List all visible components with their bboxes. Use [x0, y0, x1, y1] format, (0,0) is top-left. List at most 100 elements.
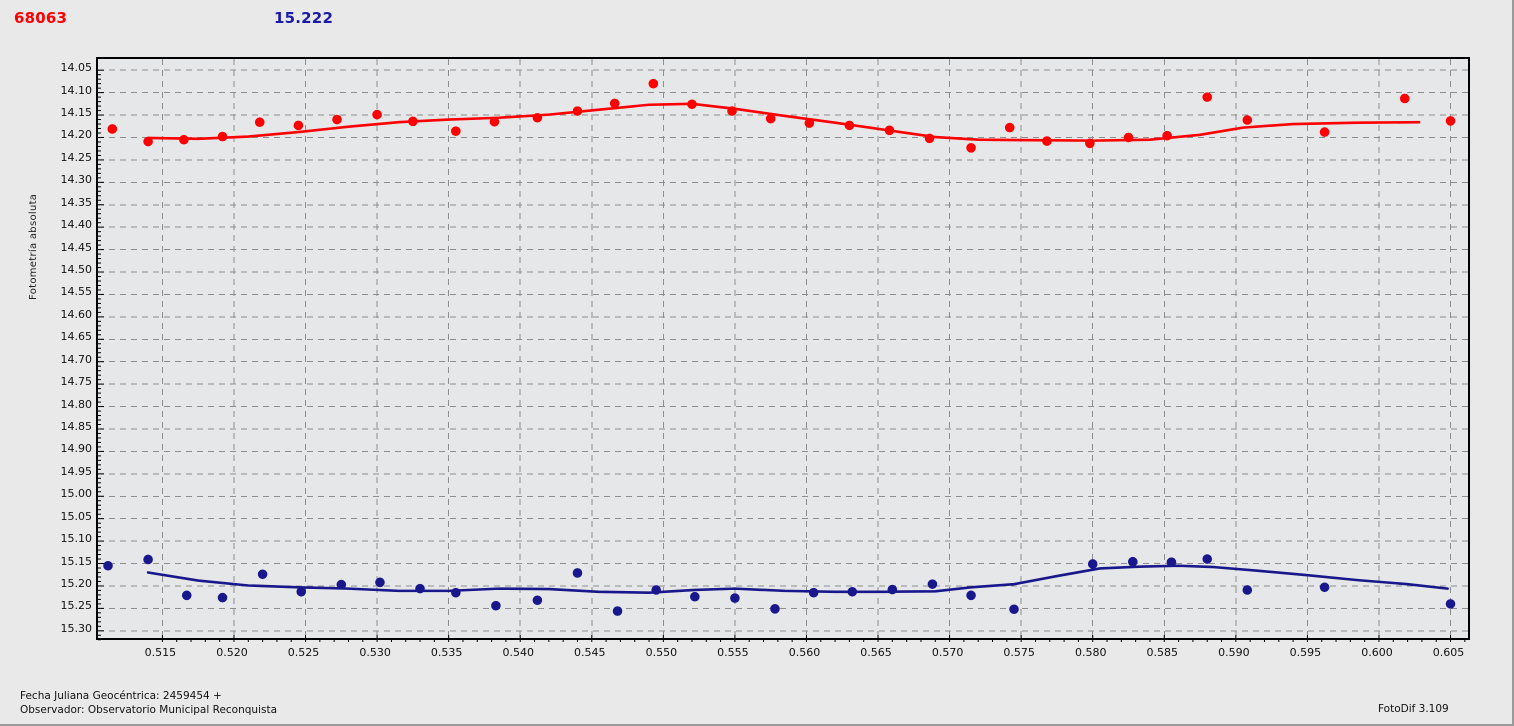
data-point [451, 126, 461, 136]
data-point [217, 131, 228, 142]
x-tick-label: 0.590 [1218, 646, 1250, 659]
y-tick-label: 15.05 [60, 509, 93, 523]
object-id-label: 68063 [14, 9, 68, 27]
data-point [332, 114, 342, 125]
y-tick-label: 14.05 [60, 61, 93, 75]
data-point [293, 120, 304, 131]
data-point [179, 134, 189, 145]
data-point [804, 118, 815, 128]
y-tick-label: 14.40 [60, 218, 93, 232]
y-tick-label: 15.25 [60, 599, 93, 613]
magnitude-label: 15.222 [274, 9, 334, 27]
data-point [1123, 132, 1134, 143]
x-tick-label: 0.520 [216, 646, 248, 659]
y-axis-tick-labels: 14.05 14.10 14.15 14.20 14.25 14.30 14.35 14.40… [40, 0, 93, 726]
data-point [966, 590, 976, 601]
data-point [107, 124, 118, 134]
x-tick-label: 0.515 [144, 646, 177, 659]
data-point [103, 560, 113, 571]
grid-lines [98, 59, 1472, 642]
y-tick-label: 14.50 [60, 263, 93, 277]
data-point [1166, 557, 1177, 567]
data-point [1242, 585, 1253, 595]
data-point [257, 569, 268, 580]
x-tick-label: 0.585 [1146, 646, 1179, 659]
data-point [1009, 604, 1019, 615]
data-point [727, 106, 737, 116]
x-tick-label: 0.605 [1432, 646, 1465, 659]
plot-area[interactable] [96, 57, 1472, 642]
julian-date-line: Fecha Juliana Geocéntrica: 2459454 + [20, 690, 222, 702]
data-point [927, 579, 938, 589]
data-point [690, 591, 700, 602]
y-tick-label: 14.35 [60, 195, 93, 209]
data-point [847, 586, 858, 597]
fit-curve-blue-comparison [146, 564, 1449, 594]
data-point [254, 117, 265, 128]
data-point [532, 112, 543, 123]
data-point [1004, 122, 1015, 133]
y-tick-label: 14.45 [60, 240, 93, 254]
y-tick-label: 14.55 [60, 285, 93, 299]
data-point [1085, 138, 1095, 149]
data-point [572, 568, 583, 578]
x-tick-label: 0.535 [430, 646, 463, 659]
y-tick-label: 15.10 [60, 532, 93, 546]
y-tick-label: 15.15 [60, 554, 93, 568]
data-point [687, 99, 697, 110]
x-tick-label: 0.555 [717, 646, 749, 659]
y-tick-label: 14.75 [60, 375, 93, 389]
y-tick-label: 14.70 [60, 352, 93, 366]
data-point [489, 116, 500, 127]
x-tick-label: 0.530 [359, 646, 391, 659]
y-tick-label: 15.20 [60, 576, 93, 590]
data-point [336, 579, 347, 590]
data-point [1087, 559, 1098, 569]
data-point [415, 583, 425, 594]
x-tick-label: 0.580 [1074, 646, 1107, 659]
data-point [1445, 116, 1456, 126]
data-point [1445, 599, 1456, 609]
data-point [808, 587, 819, 598]
data-point [408, 116, 418, 127]
x-tick-label: 0.550 [645, 646, 678, 659]
data-point [884, 125, 895, 136]
x-tick-label: 0.570 [931, 646, 964, 659]
data-point [612, 606, 623, 616]
data-point [1202, 92, 1213, 102]
data-point [572, 106, 583, 116]
data-point [181, 590, 192, 601]
data-point [651, 585, 661, 595]
data-point [730, 593, 740, 603]
data-point [451, 587, 461, 598]
data-point [1399, 93, 1410, 104]
x-tick-label: 0.525 [287, 646, 320, 659]
x-tick-label: 0.560 [788, 646, 821, 659]
data-point [296, 586, 307, 597]
data-point [143, 554, 153, 565]
y-tick-label: 14.80 [60, 397, 93, 411]
data-points-blue-comparison [103, 554, 1456, 616]
y-tick-label: 14.60 [60, 307, 93, 321]
data-point [1319, 582, 1330, 593]
data-point [765, 113, 776, 124]
x-tick-label: 0.565 [860, 646, 892, 659]
y-tick-label: 14.95 [60, 464, 93, 478]
data-point [217, 592, 228, 603]
data-point [1162, 130, 1172, 141]
app-version-label: FotoDif 3.109 [1378, 703, 1449, 715]
axis-ticks [98, 69, 1466, 642]
data-point [770, 604, 780, 614]
data-point [375, 577, 385, 588]
plot-canvas [98, 59, 1472, 642]
data-points-red-photometry [107, 78, 1456, 153]
data-point [966, 143, 976, 153]
data-point [1319, 127, 1330, 137]
x-tick-label: 0.540 [502, 646, 534, 659]
y-tick-label: 15.00 [60, 487, 93, 501]
data-point [1242, 115, 1253, 125]
x-tick-label: 0.600 [1361, 646, 1393, 659]
data-point [844, 120, 855, 131]
